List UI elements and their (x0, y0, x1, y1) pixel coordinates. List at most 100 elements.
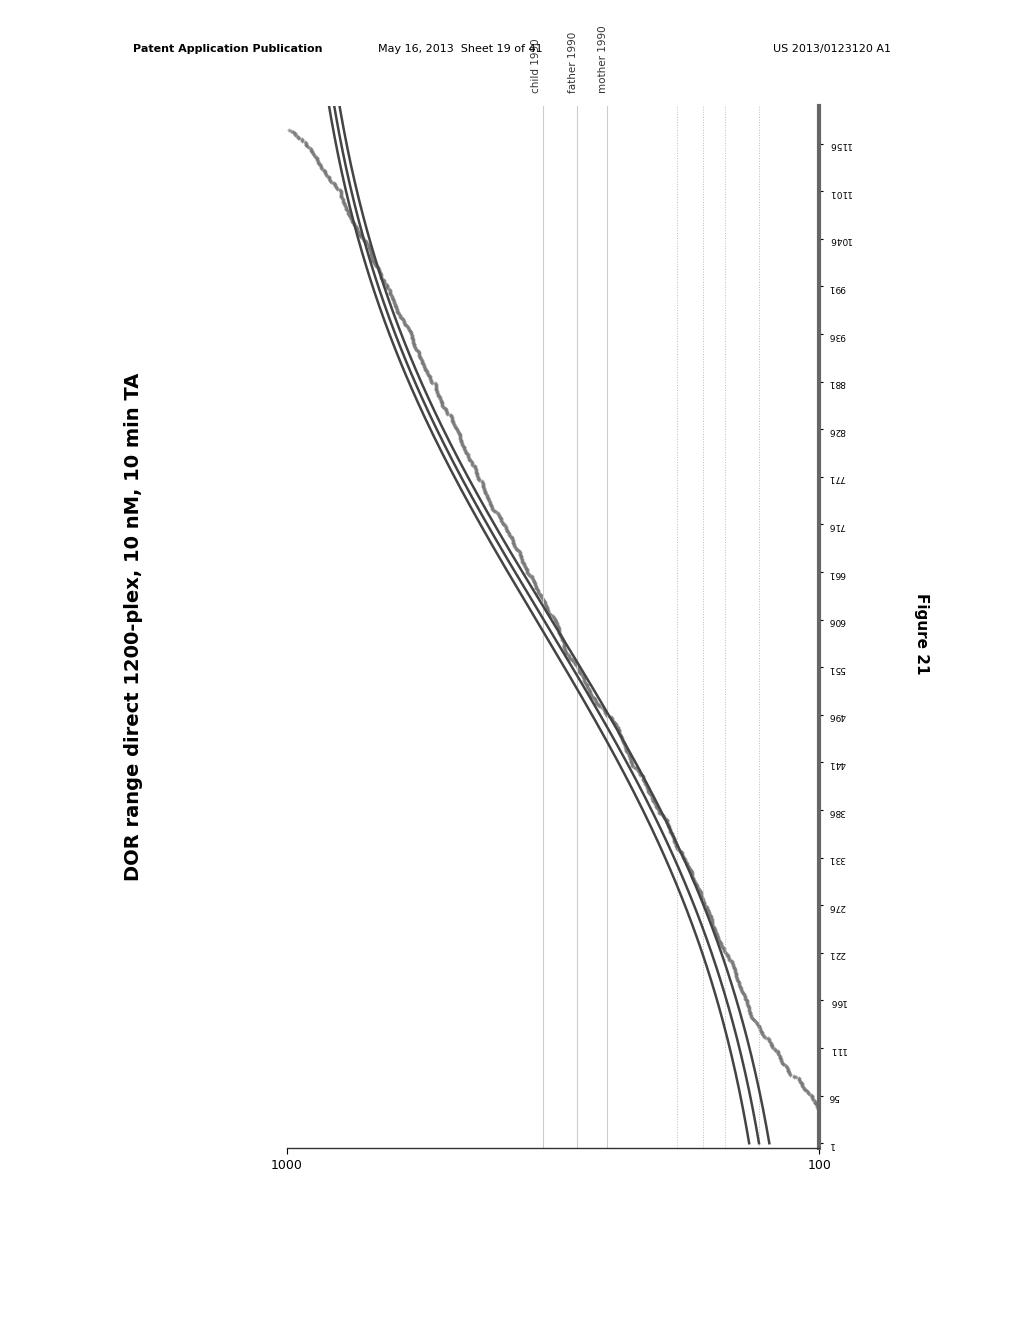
Point (442, 404, 459, 425)
Point (511, 541, 527, 562)
Point (303, 140, 319, 161)
Point (269, 116, 286, 137)
Point (263, 114, 280, 135)
Point (655, 805, 672, 826)
Point (538, 594, 554, 615)
Point (422, 367, 438, 388)
Point (710, 928, 726, 949)
Point (543, 605, 559, 626)
Point (419, 363, 435, 384)
Point (433, 391, 450, 412)
Point (610, 719, 627, 741)
Text: father 1990: father 1990 (568, 32, 578, 92)
Point (835, 1114, 851, 1135)
Point (571, 661, 588, 682)
Point (454, 433, 470, 454)
Point (532, 585, 549, 606)
Text: US 2013/0123120 A1: US 2013/0123120 A1 (773, 44, 891, 54)
Point (519, 562, 536, 583)
Point (517, 556, 534, 577)
Point (817, 1101, 834, 1122)
Point (597, 701, 613, 722)
Point (636, 771, 652, 792)
Point (597, 700, 613, 721)
Point (692, 880, 709, 902)
Point (525, 569, 542, 590)
Point (586, 686, 602, 708)
Point (894, 1130, 910, 1151)
Point (428, 380, 444, 401)
Point (733, 979, 750, 1001)
Point (763, 1034, 779, 1055)
Point (495, 512, 511, 533)
Point (596, 698, 612, 719)
Point (369, 255, 385, 276)
Point (584, 686, 600, 708)
Point (614, 727, 631, 748)
Point (756, 1024, 772, 1045)
Point (775, 1053, 792, 1074)
Point (385, 289, 401, 310)
Point (706, 916, 722, 937)
Point (403, 326, 420, 347)
Point (658, 810, 675, 832)
Point (813, 1101, 829, 1122)
Point (611, 722, 628, 743)
Point (327, 174, 343, 195)
Point (583, 684, 599, 705)
Point (624, 754, 640, 775)
Point (379, 275, 395, 296)
Point (494, 511, 510, 532)
Point (404, 330, 421, 351)
Point (693, 886, 710, 907)
Point (756, 1026, 772, 1047)
Point (640, 779, 656, 800)
Point (246, 107, 262, 128)
Point (547, 609, 563, 630)
Point (736, 987, 753, 1008)
Point (421, 366, 437, 387)
Point (606, 711, 623, 733)
Point (412, 346, 428, 367)
Point (461, 447, 477, 469)
Point (294, 129, 310, 150)
Point (570, 657, 587, 678)
Point (652, 803, 669, 824)
Point (479, 486, 496, 507)
Point (523, 566, 540, 587)
Point (557, 640, 573, 661)
Point (453, 430, 469, 451)
Point (428, 375, 444, 396)
Point (475, 477, 492, 498)
Point (718, 942, 734, 964)
Text: May 16, 2013  Sheet 19 of 41: May 16, 2013 Sheet 19 of 41 (379, 44, 543, 54)
Point (468, 463, 484, 484)
Point (748, 1011, 764, 1032)
Point (321, 166, 337, 187)
Point (597, 702, 613, 723)
Point (429, 381, 445, 403)
Point (607, 713, 624, 734)
Point (417, 358, 433, 379)
Point (443, 407, 460, 428)
Point (731, 975, 748, 997)
Point (645, 789, 662, 810)
Point (342, 206, 358, 227)
Point (290, 127, 306, 148)
Point (570, 659, 587, 680)
Point (415, 354, 431, 375)
Point (370, 256, 386, 277)
Point (725, 954, 741, 975)
Point (529, 581, 546, 602)
Point (347, 215, 364, 236)
Point (289, 125, 305, 147)
Point (691, 880, 708, 902)
Point (360, 235, 377, 256)
Point (770, 1044, 786, 1065)
Point (468, 458, 484, 479)
Point (416, 355, 432, 376)
Point (727, 958, 743, 979)
Point (461, 447, 477, 469)
Point (701, 903, 718, 924)
Point (741, 1001, 758, 1022)
